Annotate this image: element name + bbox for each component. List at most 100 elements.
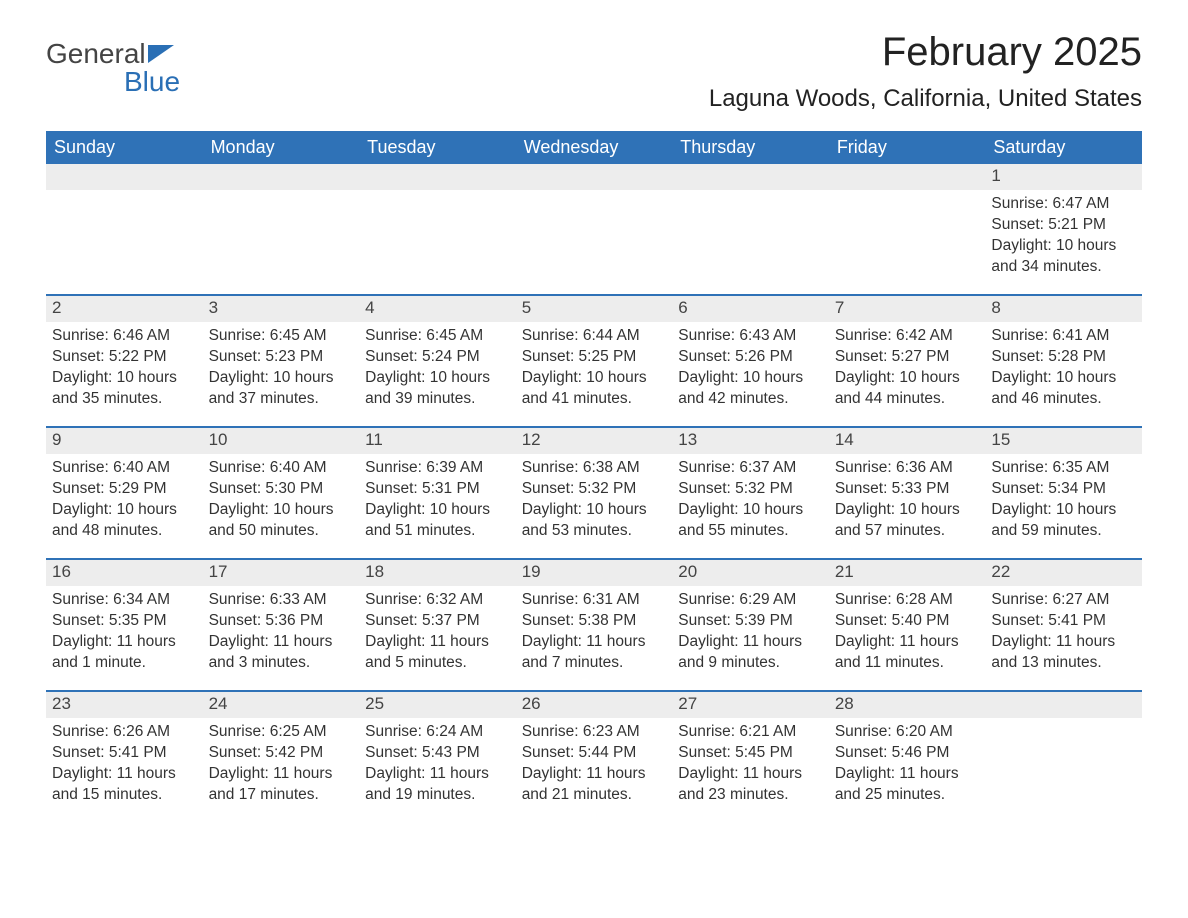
sunset-text: Sunset: 5:25 PM [522, 347, 667, 368]
day-number: 25 [359, 692, 516, 718]
day-details: Sunrise: 6:32 AMSunset: 5:37 PMDaylight:… [359, 586, 516, 680]
sunset-text: Sunset: 5:36 PM [209, 611, 354, 632]
day-number-empty [359, 164, 516, 190]
sunset-text: Sunset: 5:39 PM [678, 611, 823, 632]
calendar-day-cell: 14Sunrise: 6:36 AMSunset: 5:33 PMDayligh… [829, 427, 986, 559]
calendar-week-row: 1Sunrise: 6:47 AMSunset: 5:21 PMDaylight… [46, 164, 1142, 295]
sunset-text: Sunset: 5:24 PM [365, 347, 510, 368]
day-details: Sunrise: 6:40 AMSunset: 5:30 PMDaylight:… [203, 454, 360, 548]
calendar-week-row: 2Sunrise: 6:46 AMSunset: 5:22 PMDaylight… [46, 295, 1142, 427]
daylight-text: Daylight: 10 hours and 57 minutes. [835, 500, 980, 542]
sunset-text: Sunset: 5:40 PM [835, 611, 980, 632]
day-details: Sunrise: 6:34 AMSunset: 5:35 PMDaylight:… [46, 586, 203, 680]
day-number: 24 [203, 692, 360, 718]
sunrise-text: Sunrise: 6:45 AM [365, 326, 510, 347]
calendar-day-cell: 18Sunrise: 6:32 AMSunset: 5:37 PMDayligh… [359, 559, 516, 691]
calendar-table: SundayMondayTuesdayWednesdayThursdayFrid… [46, 131, 1142, 822]
daylight-text: Daylight: 10 hours and 48 minutes. [52, 500, 197, 542]
calendar-day-cell: 5Sunrise: 6:44 AMSunset: 5:25 PMDaylight… [516, 295, 673, 427]
calendar-week-row: 23Sunrise: 6:26 AMSunset: 5:41 PMDayligh… [46, 691, 1142, 822]
sunrise-text: Sunrise: 6:33 AM [209, 590, 354, 611]
daylight-text: Daylight: 10 hours and 42 minutes. [678, 368, 823, 410]
day-details: Sunrise: 6:40 AMSunset: 5:29 PMDaylight:… [46, 454, 203, 548]
sunset-text: Sunset: 5:30 PM [209, 479, 354, 500]
sunset-text: Sunset: 5:32 PM [522, 479, 667, 500]
sunset-text: Sunset: 5:41 PM [991, 611, 1136, 632]
day-number: 6 [672, 296, 829, 322]
calendar-week-row: 16Sunrise: 6:34 AMSunset: 5:35 PMDayligh… [46, 559, 1142, 691]
sunrise-text: Sunrise: 6:36 AM [835, 458, 980, 479]
day-number: 12 [516, 428, 673, 454]
day-details: Sunrise: 6:25 AMSunset: 5:42 PMDaylight:… [203, 718, 360, 812]
day-number: 27 [672, 692, 829, 718]
daylight-text: Daylight: 11 hours and 23 minutes. [678, 764, 823, 806]
calendar-day-cell: 22Sunrise: 6:27 AMSunset: 5:41 PMDayligh… [985, 559, 1142, 691]
daylight-text: Daylight: 10 hours and 44 minutes. [835, 368, 980, 410]
day-number-empty [829, 164, 986, 190]
calendar-day-cell [46, 164, 203, 295]
day-number: 14 [829, 428, 986, 454]
day-number: 19 [516, 560, 673, 586]
calendar-header-row: SundayMondayTuesdayWednesdayThursdayFrid… [46, 131, 1142, 164]
sunset-text: Sunset: 5:31 PM [365, 479, 510, 500]
day-details: Sunrise: 6:29 AMSunset: 5:39 PMDaylight:… [672, 586, 829, 680]
calendar-day-cell: 25Sunrise: 6:24 AMSunset: 5:43 PMDayligh… [359, 691, 516, 822]
calendar-day-cell: 26Sunrise: 6:23 AMSunset: 5:44 PMDayligh… [516, 691, 673, 822]
day-number: 21 [829, 560, 986, 586]
weekday-header: Monday [203, 131, 360, 164]
sunset-text: Sunset: 5:29 PM [52, 479, 197, 500]
sunrise-text: Sunrise: 6:39 AM [365, 458, 510, 479]
day-number: 3 [203, 296, 360, 322]
day-details: Sunrise: 6:20 AMSunset: 5:46 PMDaylight:… [829, 718, 986, 812]
sunset-text: Sunset: 5:34 PM [991, 479, 1136, 500]
page-header: General Blue February 2025 Laguna Woods,… [46, 30, 1142, 125]
day-details: Sunrise: 6:39 AMSunset: 5:31 PMDaylight:… [359, 454, 516, 548]
daylight-text: Daylight: 11 hours and 19 minutes. [365, 764, 510, 806]
title-block: February 2025 Laguna Woods, California, … [709, 30, 1142, 125]
day-details: Sunrise: 6:37 AMSunset: 5:32 PMDaylight:… [672, 454, 829, 548]
weekday-header: Friday [829, 131, 986, 164]
calendar-day-cell: 10Sunrise: 6:40 AMSunset: 5:30 PMDayligh… [203, 427, 360, 559]
day-details: Sunrise: 6:26 AMSunset: 5:41 PMDaylight:… [46, 718, 203, 812]
daylight-text: Daylight: 10 hours and 34 minutes. [991, 236, 1136, 278]
sunset-text: Sunset: 5:43 PM [365, 743, 510, 764]
sunrise-text: Sunrise: 6:24 AM [365, 722, 510, 743]
daylight-text: Daylight: 11 hours and 13 minutes. [991, 632, 1136, 674]
day-details: Sunrise: 6:24 AMSunset: 5:43 PMDaylight:… [359, 718, 516, 812]
daylight-text: Daylight: 11 hours and 11 minutes. [835, 632, 980, 674]
sunrise-text: Sunrise: 6:45 AM [209, 326, 354, 347]
day-number: 4 [359, 296, 516, 322]
calendar-day-cell: 2Sunrise: 6:46 AMSunset: 5:22 PMDaylight… [46, 295, 203, 427]
day-number: 17 [203, 560, 360, 586]
sunset-text: Sunset: 5:26 PM [678, 347, 823, 368]
calendar-week-row: 9Sunrise: 6:40 AMSunset: 5:29 PMDaylight… [46, 427, 1142, 559]
day-number: 9 [46, 428, 203, 454]
sunrise-text: Sunrise: 6:34 AM [52, 590, 197, 611]
daylight-text: Daylight: 11 hours and 25 minutes. [835, 764, 980, 806]
day-number-empty [516, 164, 673, 190]
day-number-empty [203, 164, 360, 190]
day-details: Sunrise: 6:45 AMSunset: 5:23 PMDaylight:… [203, 322, 360, 416]
weekday-header: Sunday [46, 131, 203, 164]
daylight-text: Daylight: 10 hours and 55 minutes. [678, 500, 823, 542]
day-details: Sunrise: 6:41 AMSunset: 5:28 PMDaylight:… [985, 322, 1142, 416]
logo-triangle-icon [148, 45, 174, 63]
day-number: 2 [46, 296, 203, 322]
day-details: Sunrise: 6:31 AMSunset: 5:38 PMDaylight:… [516, 586, 673, 680]
daylight-text: Daylight: 10 hours and 50 minutes. [209, 500, 354, 542]
sunrise-text: Sunrise: 6:38 AM [522, 458, 667, 479]
day-number: 13 [672, 428, 829, 454]
daylight-text: Daylight: 10 hours and 37 minutes. [209, 368, 354, 410]
day-details: Sunrise: 6:46 AMSunset: 5:22 PMDaylight:… [46, 322, 203, 416]
day-number-empty [672, 164, 829, 190]
daylight-text: Daylight: 11 hours and 5 minutes. [365, 632, 510, 674]
sunrise-text: Sunrise: 6:29 AM [678, 590, 823, 611]
calendar-day-cell: 15Sunrise: 6:35 AMSunset: 5:34 PMDayligh… [985, 427, 1142, 559]
weekday-header: Saturday [985, 131, 1142, 164]
sunset-text: Sunset: 5:35 PM [52, 611, 197, 632]
calendar-day-cell: 6Sunrise: 6:43 AMSunset: 5:26 PMDaylight… [672, 295, 829, 427]
calendar-day-cell [203, 164, 360, 295]
calendar-day-cell: 4Sunrise: 6:45 AMSunset: 5:24 PMDaylight… [359, 295, 516, 427]
day-number: 11 [359, 428, 516, 454]
day-details: Sunrise: 6:38 AMSunset: 5:32 PMDaylight:… [516, 454, 673, 548]
